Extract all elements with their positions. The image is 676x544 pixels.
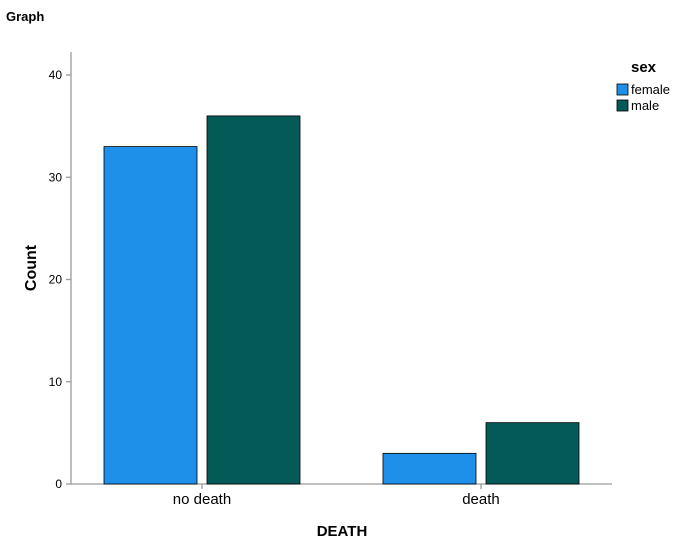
y-tick-label: 10	[49, 375, 63, 389]
legend-swatch-female	[616, 83, 629, 96]
bars	[103, 115, 580, 485]
bar-male-death	[485, 422, 580, 485]
y-axis-label: Count	[23, 244, 40, 291]
bar-male-no-death	[206, 115, 301, 485]
x-axis-label: DEATH	[317, 523, 368, 539]
y-tick-label: 0	[55, 477, 62, 491]
legend-title: sex	[631, 59, 657, 76]
legend-swatch-male	[616, 99, 629, 112]
legend-label-male: male	[631, 98, 659, 113]
x-tick-label: no death	[173, 491, 231, 508]
y-ticks: 0 10 20 30 40	[49, 68, 71, 491]
bar-female-death	[382, 452, 477, 485]
y-tick-label: 40	[49, 68, 63, 82]
legend-label-female: female	[631, 82, 670, 97]
x-tick-label: death	[462, 491, 500, 508]
y-tick-label: 30	[49, 170, 63, 184]
y-tick-label: 20	[49, 273, 63, 287]
page-title: Graph	[6, 9, 44, 24]
bar-female-no-death	[103, 146, 198, 485]
x-ticks: no death death	[173, 484, 500, 508]
